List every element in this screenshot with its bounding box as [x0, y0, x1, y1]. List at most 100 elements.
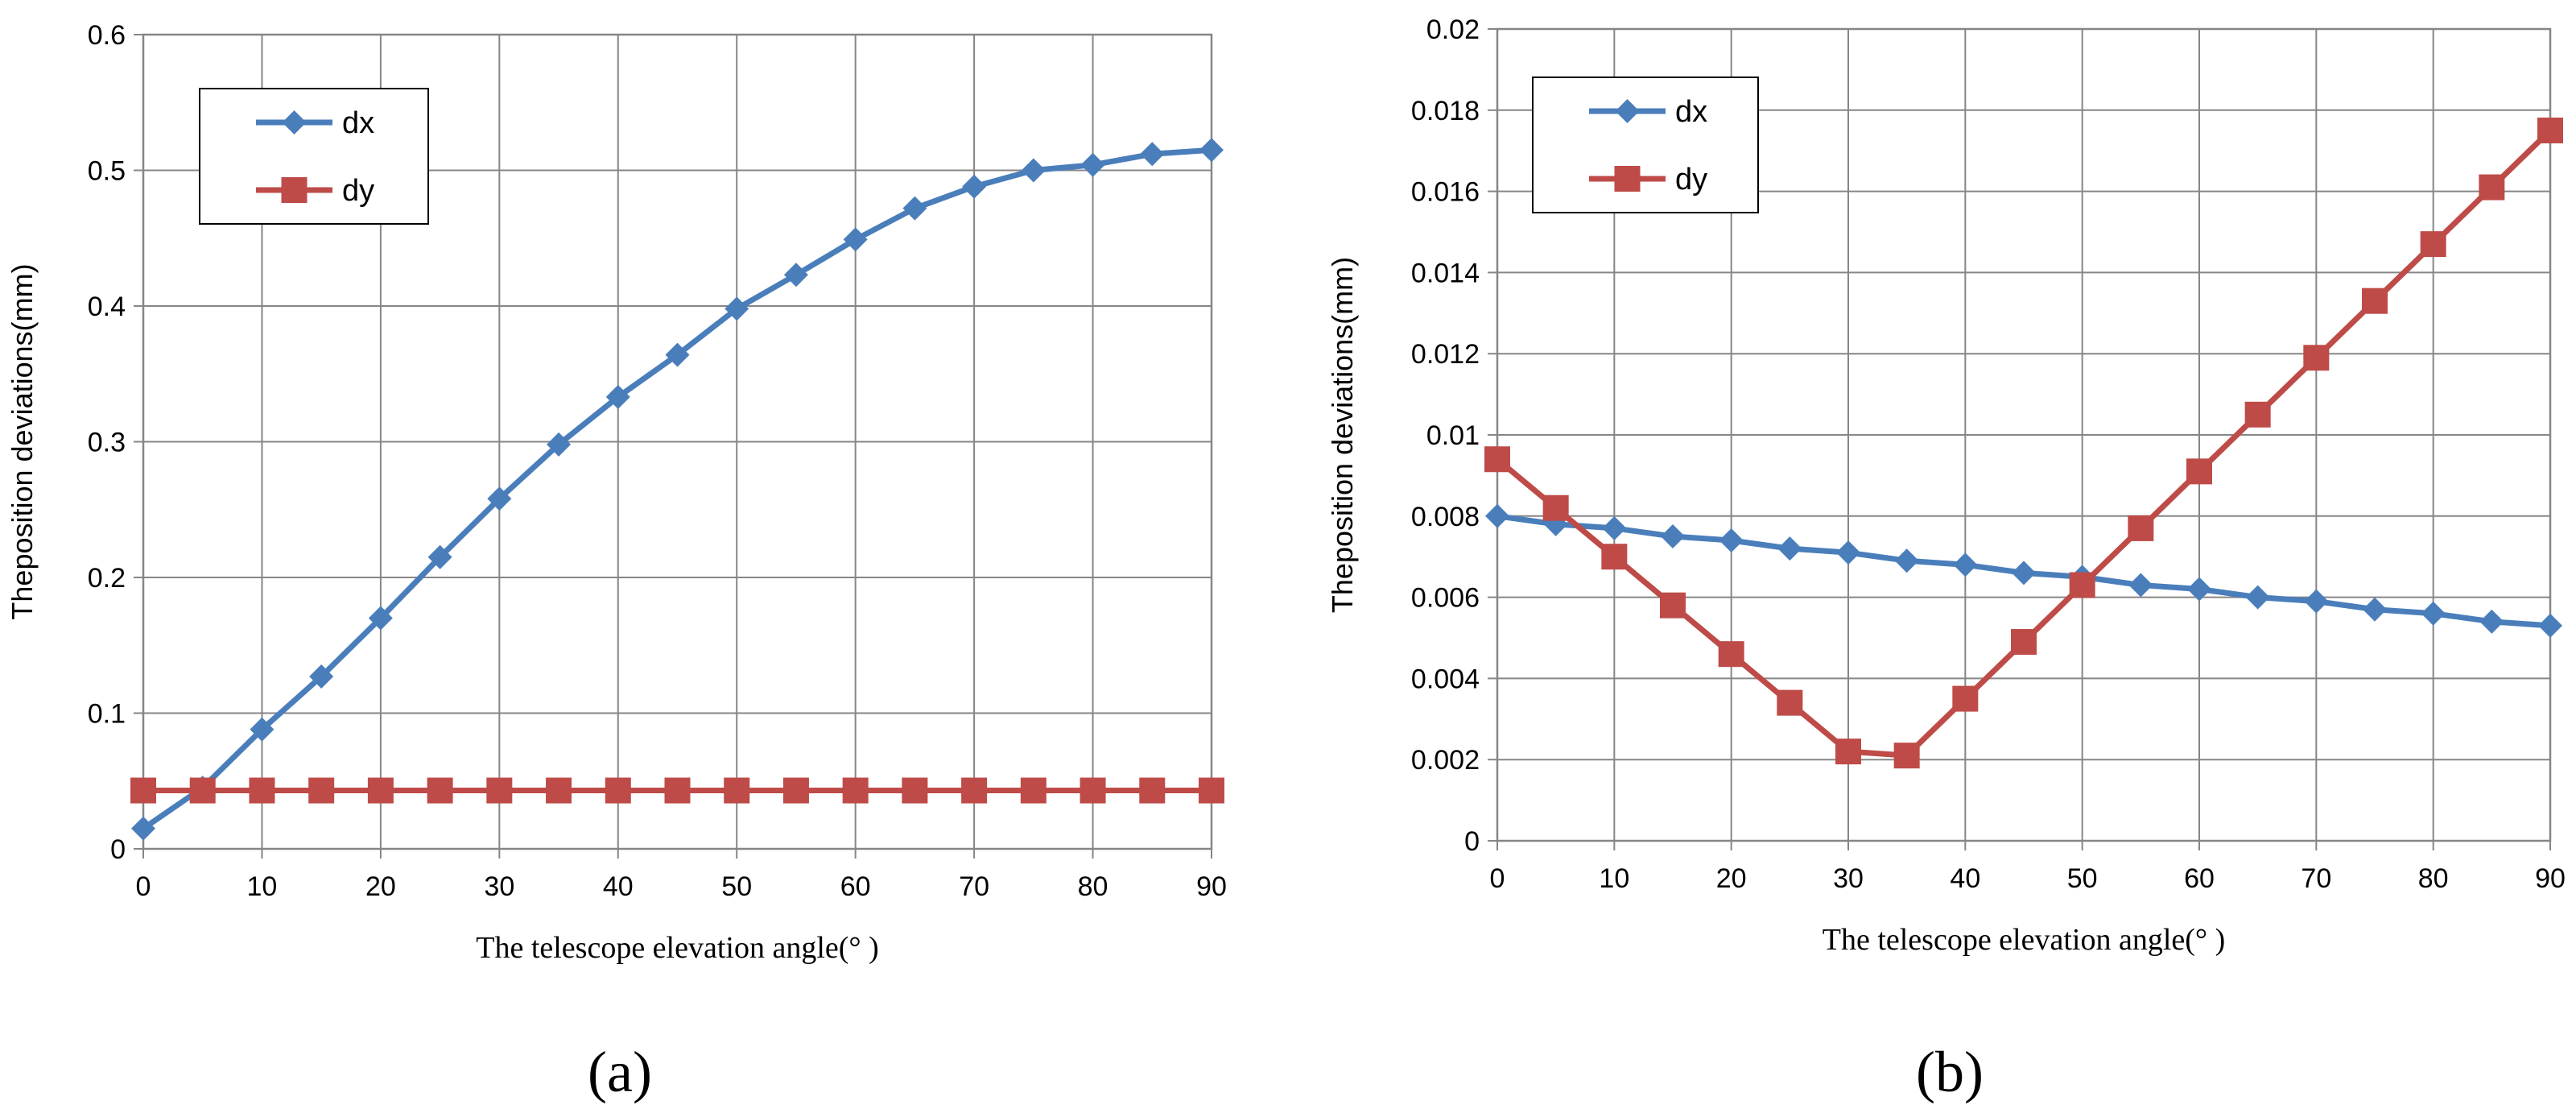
point-dx: [1719, 528, 1744, 553]
x-tick-label: 40: [1950, 863, 1980, 894]
point-dy: [249, 777, 275, 804]
point-dx: [843, 227, 868, 252]
point-dx: [1021, 158, 1046, 183]
legend-marker-dy: [1614, 166, 1641, 192]
point-dy: [724, 777, 750, 804]
point-dy: [2128, 515, 2154, 541]
x-tick-label: 0: [136, 871, 151, 902]
point-dx: [962, 174, 987, 199]
point-dy: [1542, 494, 1569, 521]
panel-label: (b): [1916, 1040, 1984, 1104]
legend-box: [1532, 77, 1759, 213]
point-dx: [2245, 585, 2270, 610]
legend-label-dy: dy: [1675, 163, 1707, 197]
y-tick-label: 0.008: [1411, 502, 1480, 532]
point-dy: [308, 777, 335, 804]
y-tick-label: 0.006: [1411, 583, 1480, 614]
y-tick-label: 0: [110, 834, 126, 865]
point-dy: [1020, 777, 1046, 804]
point-dx: [902, 196, 927, 221]
panel-label: (a): [588, 1040, 652, 1104]
x-axis-label: The telescope elevation angle(° ): [1823, 923, 2226, 957]
point-dx: [1777, 536, 1802, 561]
point-dx: [2012, 561, 2036, 585]
y-tick-label: 0.6: [88, 20, 126, 51]
point-dy: [1139, 777, 1166, 804]
x-tick-label: 10: [247, 871, 278, 902]
point-dy: [2186, 458, 2212, 485]
point-dy: [902, 777, 928, 804]
point-dx: [724, 296, 749, 321]
legend-label-dx: dx: [342, 106, 374, 140]
y-tick-label: 0.002: [1411, 745, 1480, 776]
point-dx: [1836, 540, 1860, 565]
x-tick-label: 90: [1196, 871, 1227, 902]
point-dy: [1718, 641, 1744, 668]
y-axis-label: Theposition deviations(mm): [6, 263, 39, 619]
point-dy: [1777, 689, 1803, 716]
y-tick-label: 0.004: [1411, 664, 1480, 694]
point-dy: [2420, 231, 2446, 258]
y-tick-label: 0.018: [1411, 96, 1480, 126]
point-dy: [961, 777, 988, 804]
point-dy: [486, 777, 513, 804]
point-dy: [2362, 288, 2388, 314]
point-dy: [842, 777, 869, 804]
point-dx: [605, 384, 630, 409]
point-dx: [1199, 138, 1224, 163]
point-dx: [1894, 548, 1919, 573]
point-dy: [1952, 685, 1979, 712]
point-dx: [547, 432, 572, 457]
point-dy: [1601, 544, 1628, 570]
point-dx: [250, 717, 275, 742]
y-tick-label: 0: [1464, 826, 1480, 857]
chart-b: 0 10 20 30 40 50 60 70 80 90 0 0.002 0.004 0.006 0.008…: [1326, 14, 2566, 1104]
point-dx: [1602, 515, 1627, 540]
point-dx: [2187, 577, 2211, 602]
point-dy: [2244, 401, 2271, 428]
point-dx: [1080, 152, 1105, 177]
y-tick-label: 0.012: [1411, 339, 1480, 370]
y-tick-label: 0.5: [88, 156, 126, 187]
point-dx: [368, 606, 393, 631]
point-dx: [2479, 609, 2504, 634]
point-dy: [664, 777, 691, 804]
point-dy: [130, 777, 156, 804]
legend-marker-dx: [1615, 99, 1640, 123]
legend-marker-dy: [281, 177, 308, 203]
point-dx: [427, 544, 452, 569]
x-tick-label: 20: [365, 871, 396, 902]
legend-marker-dx: [282, 110, 307, 134]
point-dx: [2538, 613, 2562, 638]
point-dy: [605, 777, 631, 804]
point-dy: [1660, 592, 1686, 619]
y-tick-label: 0.016: [1411, 177, 1480, 208]
point-dx: [1140, 142, 1165, 167]
point-dy: [2069, 572, 2095, 598]
point-dx: [487, 486, 512, 511]
y-tick-label: 0.014: [1411, 258, 1480, 288]
point-dy: [1484, 446, 1510, 473]
point-dy: [1835, 739, 1861, 765]
point-dx: [2363, 597, 2387, 622]
point-dx: [665, 342, 690, 367]
y-tick-label: 0.02: [1426, 14, 1480, 45]
point-dx: [309, 664, 334, 689]
point-dx: [1953, 552, 1978, 577]
point-dx: [1661, 524, 1685, 548]
point-dy: [2303, 345, 2330, 371]
x-tick-label: 50: [721, 871, 752, 902]
point-dy: [2011, 629, 2037, 656]
x-tick-label: 80: [1078, 871, 1108, 902]
point-dx: [2304, 589, 2329, 614]
x-tick-label: 60: [840, 871, 871, 902]
x-tick-label: 10: [1599, 863, 1629, 894]
legend-label-dy: dy: [342, 174, 374, 208]
y-tick-label: 0.3: [88, 428, 126, 458]
point-dy: [782, 777, 809, 804]
point-dy: [2479, 174, 2505, 201]
point-dx: [2421, 601, 2446, 626]
legend-label-dx: dx: [1675, 95, 1707, 129]
chart-a: 0 10 20 30 40 50 60 70 80 90 0 0.1 0.2 0.3 0.4 0.5 0.6 Th…: [6, 20, 1227, 1104]
